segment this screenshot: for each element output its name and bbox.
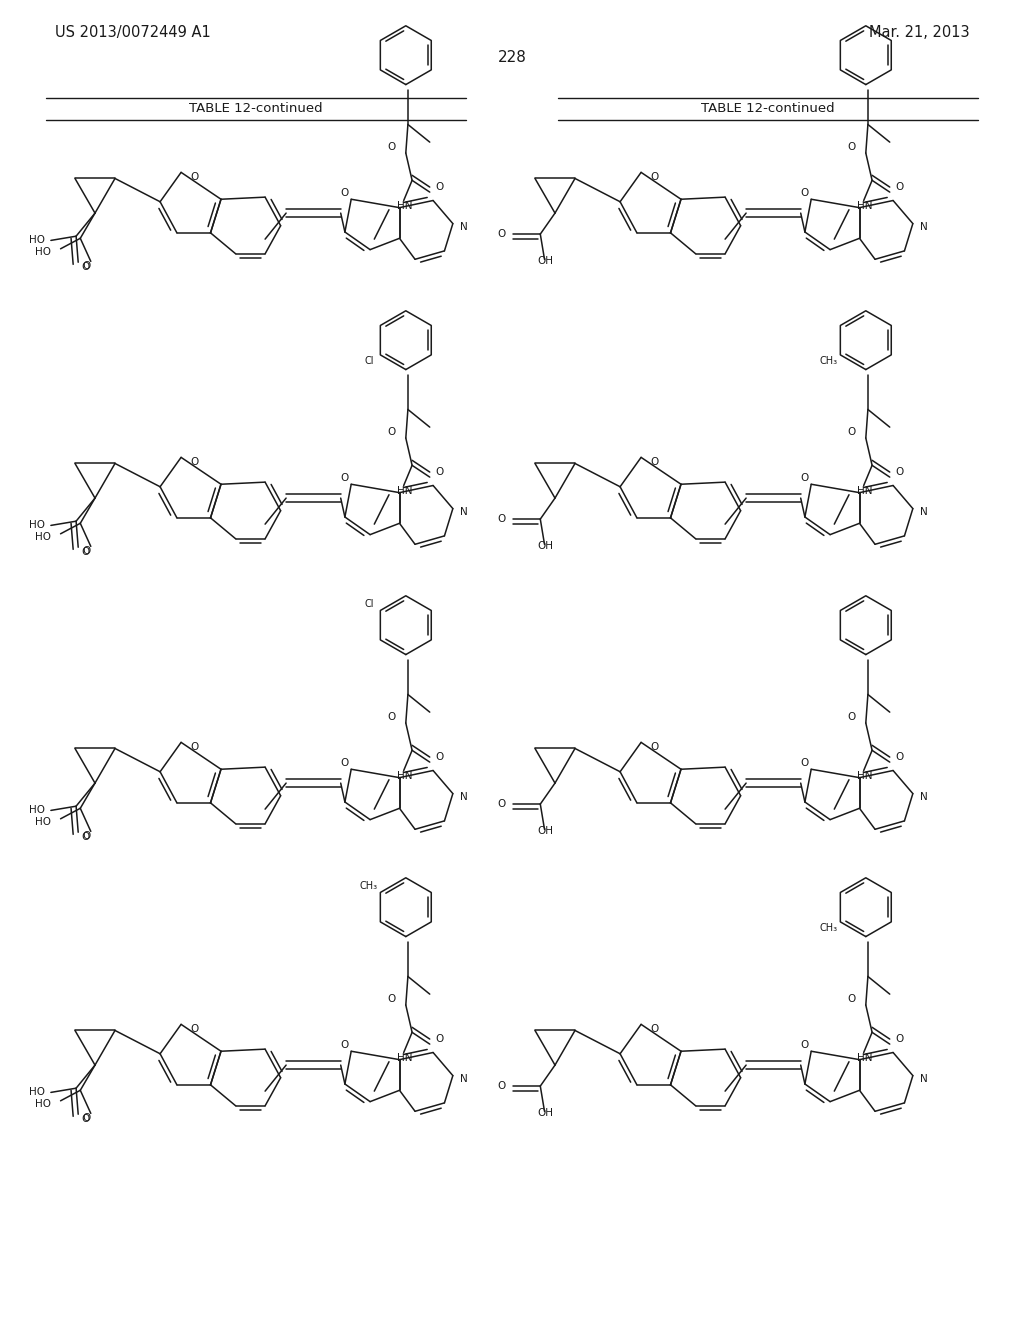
Text: O: O <box>82 263 90 272</box>
Text: Mar. 21, 2013: Mar. 21, 2013 <box>869 25 970 40</box>
Text: HO: HO <box>35 817 51 826</box>
Text: HO: HO <box>35 532 51 541</box>
Text: OH: OH <box>538 541 553 550</box>
Text: O: O <box>82 833 90 842</box>
Text: OH: OH <box>538 825 553 836</box>
Text: O: O <box>387 426 395 437</box>
Text: CH₃: CH₃ <box>820 924 838 933</box>
Text: O: O <box>801 758 809 768</box>
Text: HN: HN <box>857 486 872 496</box>
Text: HN: HN <box>857 202 872 211</box>
Text: O: O <box>498 799 506 809</box>
Text: N: N <box>461 792 468 803</box>
Text: O: O <box>83 260 91 271</box>
Text: O: O <box>387 141 395 152</box>
Text: O: O <box>498 230 506 239</box>
Text: N: N <box>921 792 928 803</box>
Text: O: O <box>801 1040 809 1049</box>
Text: O: O <box>190 1024 199 1035</box>
Text: HO: HO <box>35 1098 51 1109</box>
Text: HN: HN <box>857 771 872 781</box>
Text: O: O <box>847 141 855 152</box>
Text: O: O <box>650 1024 658 1035</box>
Text: O: O <box>341 187 349 198</box>
Text: HO: HO <box>29 1088 45 1097</box>
Text: O: O <box>83 1113 91 1122</box>
Text: O: O <box>435 1034 443 1044</box>
Text: N: N <box>921 1074 928 1084</box>
Text: CH₃: CH₃ <box>359 880 378 891</box>
Text: O: O <box>801 187 809 198</box>
Text: O: O <box>341 1040 349 1049</box>
Text: O: O <box>498 513 506 524</box>
Text: Cl: Cl <box>365 356 374 367</box>
Text: O: O <box>895 751 903 762</box>
Text: N: N <box>461 222 468 232</box>
Text: O: O <box>83 545 91 556</box>
Text: O: O <box>895 182 903 191</box>
Text: HN: HN <box>857 1053 872 1064</box>
Text: O: O <box>190 742 199 752</box>
Text: O: O <box>650 458 658 467</box>
Text: O: O <box>82 1114 90 1125</box>
Text: O: O <box>387 711 395 722</box>
Text: O: O <box>341 473 349 483</box>
Text: O: O <box>190 173 199 182</box>
Text: 228: 228 <box>498 50 526 65</box>
Text: HO: HO <box>29 520 45 531</box>
Text: HN: HN <box>397 202 413 211</box>
Text: HN: HN <box>397 771 413 781</box>
Text: HN: HN <box>397 486 413 496</box>
Text: CH₃: CH₃ <box>820 356 838 367</box>
Text: N: N <box>461 1074 468 1084</box>
Text: N: N <box>921 507 928 517</box>
Text: OH: OH <box>538 256 553 265</box>
Text: O: O <box>895 467 903 477</box>
Text: TABLE 12-continued: TABLE 12-continued <box>189 102 323 115</box>
Text: O: O <box>847 994 855 1003</box>
Text: HO: HO <box>35 247 51 256</box>
Text: HO: HO <box>29 805 45 816</box>
Text: O: O <box>498 1081 506 1092</box>
Text: O: O <box>435 182 443 191</box>
Text: Cl: Cl <box>365 599 374 609</box>
Text: HO: HO <box>29 235 45 246</box>
Text: O: O <box>801 473 809 483</box>
Text: O: O <box>387 994 395 1003</box>
Text: O: O <box>650 742 658 752</box>
Text: O: O <box>190 458 199 467</box>
Text: O: O <box>650 173 658 182</box>
Text: HN: HN <box>397 1053 413 1064</box>
Text: TABLE 12-continued: TABLE 12-continued <box>701 102 835 115</box>
Text: O: O <box>435 751 443 762</box>
Text: US 2013/0072449 A1: US 2013/0072449 A1 <box>55 25 211 40</box>
Text: O: O <box>435 467 443 477</box>
Text: O: O <box>847 426 855 437</box>
Text: N: N <box>921 222 928 232</box>
Text: O: O <box>895 1034 903 1044</box>
Text: O: O <box>83 830 91 841</box>
Text: O: O <box>82 548 90 557</box>
Text: O: O <box>847 711 855 722</box>
Text: N: N <box>461 507 468 517</box>
Text: OH: OH <box>538 1107 553 1118</box>
Text: O: O <box>341 758 349 768</box>
